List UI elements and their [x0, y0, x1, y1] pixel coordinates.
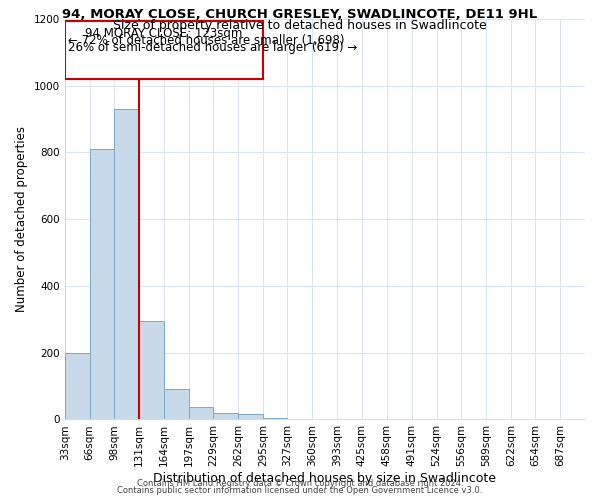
Bar	[114, 109, 139, 420]
Bar	[263, 418, 287, 420]
Y-axis label: Number of detached properties: Number of detached properties	[15, 126, 28, 312]
Bar	[89, 149, 114, 419]
Bar	[238, 414, 263, 420]
Text: ← 72% of detached houses are smaller (1,698): ← 72% of detached houses are smaller (1,…	[68, 34, 345, 47]
Bar	[213, 413, 238, 420]
Bar	[189, 407, 213, 420]
Text: 94, MORAY CLOSE, CHURCH GRESLEY, SWADLINCOTE, DE11 9HL: 94, MORAY CLOSE, CHURCH GRESLEY, SWADLIN…	[62, 8, 538, 20]
Text: Size of property relative to detached houses in Swadlincote: Size of property relative to detached ho…	[113, 19, 487, 32]
Bar	[65, 20, 263, 79]
Bar	[65, 352, 89, 420]
Text: 26% of semi-detached houses are larger (619) →: 26% of semi-detached houses are larger (…	[68, 42, 358, 54]
X-axis label: Distribution of detached houses by size in Swadlincote: Distribution of detached houses by size …	[154, 472, 496, 485]
Bar	[164, 390, 189, 420]
Text: Contains HM Land Registry data © Crown copyright and database right 2024.: Contains HM Land Registry data © Crown c…	[137, 478, 463, 488]
Text: Contains public sector information licensed under the Open Government Licence v3: Contains public sector information licen…	[118, 486, 482, 495]
Bar	[139, 321, 164, 420]
Text: 94 MORAY CLOSE: 123sqm: 94 MORAY CLOSE: 123sqm	[85, 26, 242, 40]
